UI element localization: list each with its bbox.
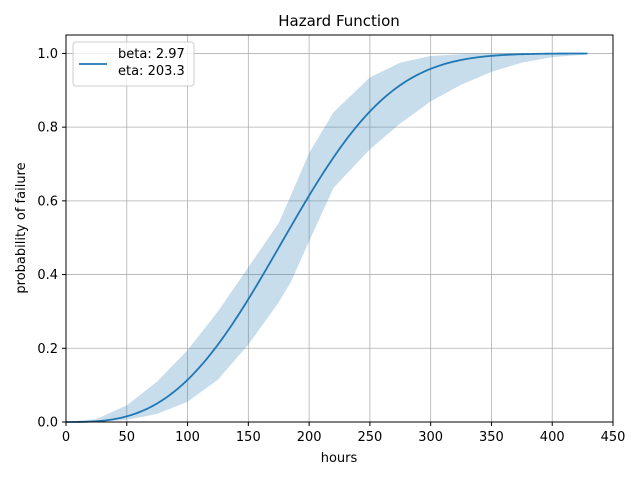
y-tick-label: 0.6 xyxy=(37,194,58,209)
confidence-band xyxy=(66,53,588,423)
y-tick-label: 0.2 xyxy=(37,342,58,357)
x-tick-label: 350 xyxy=(479,430,504,445)
legend-eta-label: eta: 203.3 xyxy=(118,64,185,79)
x-axis-label: hours xyxy=(321,451,358,466)
x-tick-label: 250 xyxy=(357,430,382,445)
plot-frame xyxy=(65,34,614,423)
x-tick-label: 300 xyxy=(418,430,443,445)
series-line xyxy=(66,52,588,423)
y-axis-label: probability of failure xyxy=(14,162,29,293)
x-tick-label: 450 xyxy=(601,430,626,445)
chart-title: Hazard Function xyxy=(278,12,400,30)
ticks: 0 50 100 150 200 250 300 350 400 450 0.0 0.2 0.4 0.6 0… xyxy=(37,47,625,445)
y-tick-label: 1.0 xyxy=(37,47,58,62)
y-tick-label: 0.8 xyxy=(37,121,58,136)
x-tick-label: 50 xyxy=(119,430,136,445)
x-tick-label: 100 xyxy=(175,430,200,445)
confidence-band-layer xyxy=(66,53,588,423)
y-tick-label: 0.4 xyxy=(37,268,58,283)
series-line-layer xyxy=(66,52,588,423)
x-tick-label: 150 xyxy=(236,430,261,445)
x-tick-label: 0 xyxy=(62,430,70,445)
x-tick-label: 400 xyxy=(540,430,565,445)
legend-beta-label: beta: 2.97 xyxy=(118,47,185,62)
y-tick-label: 0.0 xyxy=(37,416,58,431)
legend: beta: 2.97 eta: 203.3 xyxy=(72,41,195,87)
legend-box xyxy=(72,41,195,87)
x-tick-label: 200 xyxy=(297,430,322,445)
